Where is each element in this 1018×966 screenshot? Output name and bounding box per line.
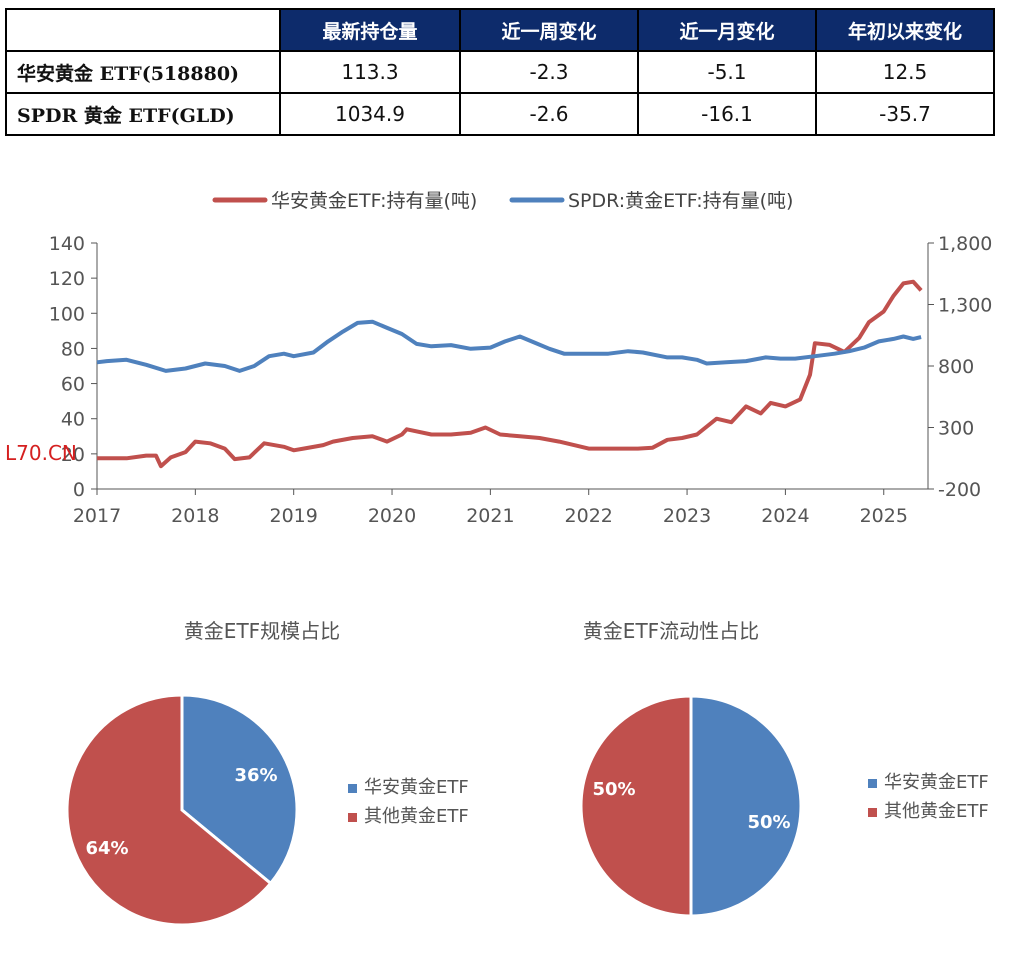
right-tick-label: 800	[938, 356, 974, 378]
right-tick-label: 300	[938, 418, 974, 440]
watermark-text: L70.CN	[5, 441, 77, 465]
table-cell: -2.6	[459, 92, 639, 136]
x-tick-label: 2023	[663, 505, 711, 527]
table-header-row: 最新持仓量 近一周变化 近一月变化 年初以来变化	[5, 8, 995, 52]
legend-label: 华安黄金ETF:持有量(吨)	[271, 190, 477, 212]
left-tick-label: 140	[49, 233, 85, 255]
line-legend: 华安黄金ETF:持有量(吨) SPDR:黄金ETF:持有量(吨)	[212, 190, 793, 212]
table-cell: -16.1	[637, 92, 817, 136]
table-cell: 113.3	[279, 50, 461, 94]
pie-slice	[689, 694, 803, 918]
pie-slice-label: 36%	[234, 765, 277, 786]
legend-swatch	[348, 813, 357, 822]
pie-slice-label: 50%	[747, 812, 790, 833]
legend-swatch	[868, 779, 877, 788]
pie-slice-label: 50%	[592, 779, 635, 800]
row-name: SPDR 黄金 ETF(GLD)	[5, 92, 281, 136]
table-cell: 1034.9	[279, 92, 461, 136]
x-tick-label: 2018	[171, 505, 219, 527]
header-month-change: 近一月变化	[637, 8, 817, 52]
legend-label: 其他黄金ETF	[364, 806, 469, 827]
pie-title: 黄金ETF流动性占比	[583, 619, 759, 643]
table-cell: -5.1	[637, 50, 817, 94]
left-tick-label: 0	[73, 479, 85, 501]
x-tick-label: 2017	[73, 505, 121, 527]
table-row: SPDR 黄金 ETF(GLD) 1034.9 -2.6 -16.1 -35.7	[5, 92, 995, 136]
right-tick-label: 1,800	[938, 233, 992, 255]
table-cell: -2.3	[459, 50, 639, 94]
legend-label: 华安黄金ETF	[884, 772, 989, 793]
pie-slice	[180, 693, 299, 886]
pie-chart-liquidity: 黄金ETF流动性占比 50% 华安黄金ETF 50% 其他黄金ETF	[579, 619, 989, 918]
legend-label: 其他黄金ETF	[884, 801, 989, 822]
pie-slice	[65, 693, 273, 927]
x-tick-label: 2020	[368, 505, 416, 527]
right-tick-label: 1,300	[938, 295, 992, 317]
holdings-line-chart: 华安黄金ETF:持有量(吨) SPDR:黄金ETF:持有量(吨) 0 20 40 60 8…	[5, 190, 993, 527]
pie-slice	[579, 694, 693, 918]
legend-label: 华安黄金ETF	[364, 777, 469, 798]
left-tick-label: 80	[61, 338, 85, 360]
left-tick-label: 20	[61, 444, 85, 466]
right-tick-label: -200	[938, 479, 981, 501]
pie-chart-scale: 黄金ETF规模占比 36% 华安黄金ETF 64% 其他黄金ETF	[65, 619, 469, 927]
pie-title: 黄金ETF规模占比	[184, 619, 340, 643]
legend-label: SPDR:黄金ETF:持有量(吨)	[568, 190, 793, 212]
x-tick-label: 2025	[860, 505, 908, 527]
row-name: 华安黄金 ETF(518880)	[5, 50, 281, 94]
spdr-etf-line	[96, 319, 922, 373]
table-header-corner	[5, 8, 281, 52]
line-series	[96, 279, 923, 469]
holdings-table: 最新持仓量 近一周变化 近一月变化 年初以来变化 华安黄金 ETF(518880…	[5, 8, 995, 136]
left-tick-label: 120	[49, 268, 85, 290]
legend-swatch	[348, 784, 357, 793]
header-ytd-change: 年初以来变化	[815, 8, 995, 52]
legend-swatch	[868, 808, 877, 817]
header-latest-holdings: 最新持仓量	[279, 8, 461, 52]
x-tick-label: 2024	[761, 505, 809, 527]
table-row: 华安黄金 ETF(518880) 113.3 -2.3 -5.1 12.5	[5, 50, 995, 94]
left-tick-label: 100	[49, 303, 85, 325]
left-tick-label: 40	[61, 409, 85, 431]
x-tick-label: 2021	[466, 505, 514, 527]
huaan-etf-line	[97, 279, 923, 469]
line-axes: 0 20 40 60 80 100 120 140 -200 300 800 1,300 1,800 20…	[49, 233, 993, 527]
table-cell: -35.7	[815, 92, 995, 136]
left-tick-label: 60	[61, 374, 85, 396]
pie-slice-label: 64%	[85, 838, 128, 859]
header-week-change: 近一周变化	[459, 8, 639, 52]
x-tick-label: 2022	[565, 505, 613, 527]
table-cell: 12.5	[815, 50, 995, 94]
x-tick-label: 2019	[270, 505, 318, 527]
